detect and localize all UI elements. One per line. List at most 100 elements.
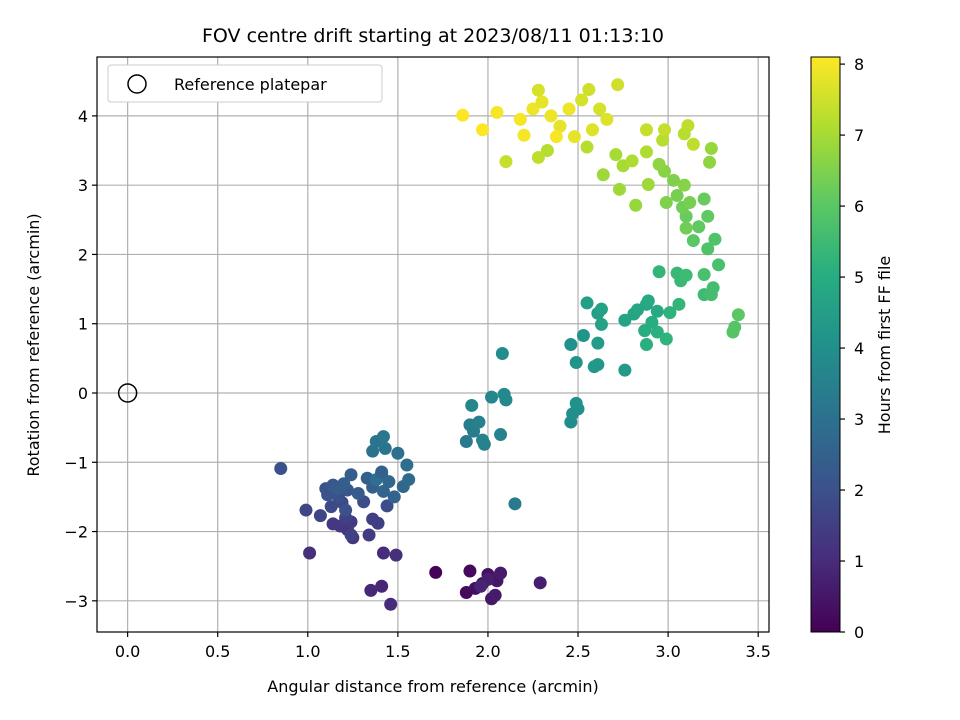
data-point	[639, 338, 653, 351]
data-point	[562, 102, 576, 116]
data-point	[638, 324, 652, 338]
data-point	[569, 356, 583, 370]
chart-title: FOV centre drift starting at 2023/08/11 …	[202, 25, 664, 47]
data-point	[490, 105, 504, 119]
data-point	[706, 281, 720, 295]
data-point	[652, 157, 666, 171]
data-point	[474, 579, 488, 593]
data-point	[639, 123, 653, 137]
data-point	[472, 415, 486, 429]
data-point	[351, 486, 365, 500]
data-point	[513, 112, 527, 126]
data-point	[659, 332, 673, 346]
data-point	[591, 336, 605, 350]
data-point	[692, 220, 706, 234]
data-point	[402, 473, 416, 487]
x-tick-label: 1.5	[385, 642, 410, 661]
y-tick-label: −2	[64, 523, 88, 542]
data-point	[679, 268, 693, 282]
data-point	[639, 145, 653, 159]
data-point	[274, 462, 288, 476]
data-point	[313, 509, 327, 523]
data-point	[697, 192, 711, 206]
data-point	[683, 195, 697, 209]
data-point	[526, 102, 540, 116]
data-point	[549, 130, 563, 144]
data-point	[380, 499, 394, 513]
data-point	[531, 150, 545, 164]
data-point	[672, 297, 686, 311]
colorbar-tick-label: 3	[854, 410, 864, 429]
data-point	[375, 465, 389, 479]
data-point	[670, 189, 684, 203]
x-tick-label: 0.0	[115, 642, 140, 661]
data-point	[494, 566, 508, 580]
x-tick-label: 3.0	[655, 642, 680, 661]
data-point	[704, 141, 718, 155]
data-point	[376, 546, 390, 560]
data-point	[594, 317, 608, 331]
data-point	[663, 306, 677, 320]
plot-frame	[96, 56, 770, 633]
data-point	[544, 109, 558, 123]
colorbar-ticks: 0 1 2 3 4 5 6 7 8	[840, 55, 864, 642]
y-tick-label: −3	[64, 592, 88, 611]
data-point	[612, 182, 626, 196]
data-point	[459, 434, 473, 448]
data-point	[575, 93, 589, 107]
data-point	[465, 398, 479, 412]
data-point	[495, 347, 509, 361]
data-point	[677, 178, 691, 192]
colorbar-tick-label: 4	[854, 339, 864, 358]
data-point	[553, 119, 567, 133]
data-point	[580, 296, 594, 310]
data-point	[731, 308, 745, 322]
data-point	[476, 123, 490, 137]
data-point	[569, 396, 583, 410]
data-point	[533, 576, 547, 590]
data-point	[376, 430, 390, 444]
data-point	[697, 268, 711, 282]
data-point	[344, 468, 358, 482]
x-tick-label: 1.0	[295, 642, 320, 661]
data-point	[686, 234, 700, 248]
data-point	[701, 209, 715, 223]
legend-marker-open-circle	[127, 74, 147, 94]
reference-marker	[117, 383, 138, 403]
data-point	[658, 123, 672, 137]
legend: Reference platepar	[107, 64, 383, 103]
data-point	[476, 433, 490, 447]
data-point	[611, 78, 625, 92]
x-axis-label: Angular distance from reference (arcmin)	[267, 677, 598, 696]
legend-box	[107, 64, 383, 103]
colorbar-tick-label: 5	[854, 268, 864, 287]
data-point	[609, 148, 623, 162]
data-point	[712, 258, 726, 272]
data-point	[580, 140, 594, 154]
data-point	[499, 155, 513, 169]
data-point	[582, 83, 596, 97]
data-point	[708, 232, 722, 246]
data-point	[576, 328, 590, 342]
data-point	[652, 265, 666, 279]
y-axis-label: Rotation from reference (arcmin)	[24, 213, 43, 476]
colorbar-tick-label: 1	[854, 552, 864, 571]
data-point	[686, 137, 700, 151]
data-point	[591, 358, 605, 372]
data-point	[728, 320, 742, 334]
y-tick-label: 0	[78, 384, 88, 403]
data-point	[517, 128, 531, 142]
data-point	[650, 325, 664, 339]
data-point	[531, 83, 545, 97]
x-tick-label: 2.0	[475, 642, 500, 661]
colorbar-tick-label: 2	[854, 481, 864, 500]
colorbar-tick-label: 8	[854, 55, 864, 74]
y-tick-label: 4	[78, 107, 88, 126]
y-tick-label: 3	[78, 176, 88, 195]
data-point	[650, 304, 664, 318]
data-point	[508, 497, 522, 511]
y-tick-label: 1	[78, 315, 88, 334]
x-axis-ticks: 0.0 0.5 1.0 1.5 2.0 2.5 3.0 3.5	[115, 632, 771, 661]
data-point	[337, 477, 351, 491]
data-point	[400, 458, 414, 472]
